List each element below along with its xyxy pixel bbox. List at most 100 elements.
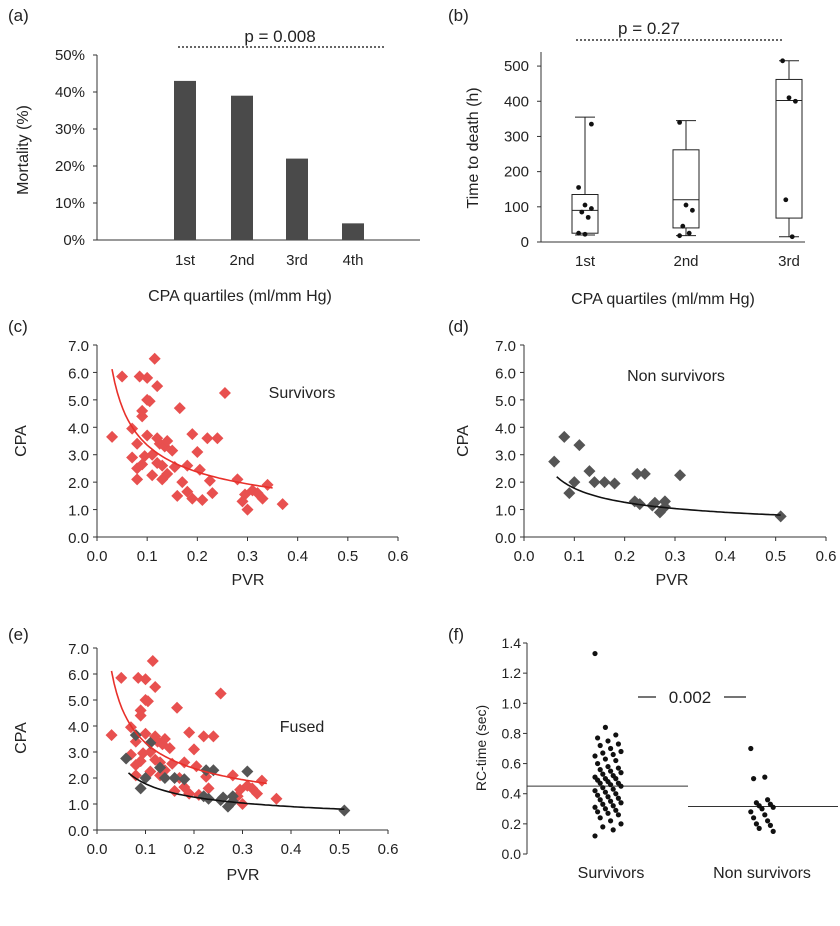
data-point-d bbox=[631, 467, 644, 480]
x-tick-label-a: 4th bbox=[343, 252, 364, 269]
data-point-e-survivor bbox=[200, 770, 213, 783]
data-point-e-survivor bbox=[139, 727, 152, 740]
data-point-f-survivor bbox=[608, 798, 614, 804]
y-tick-label-e: 1.0 bbox=[68, 797, 89, 814]
data-point-e-nonsurvivor bbox=[139, 772, 152, 784]
y-tick-label-e: 5.0 bbox=[68, 693, 89, 710]
y-tick-label-f: 1.4 bbox=[502, 635, 522, 651]
data-point-c bbox=[126, 451, 139, 464]
data-point-f-survivor bbox=[610, 751, 616, 758]
data-point-f-nonsurvivor bbox=[753, 821, 760, 827]
data-point-f-survivor bbox=[618, 800, 624, 806]
data-point-b bbox=[582, 202, 588, 208]
data-point-c bbox=[161, 435, 174, 447]
data-point-f-survivor bbox=[615, 765, 622, 771]
data-point-f-survivor bbox=[618, 770, 624, 776]
x-tick-label-d: 0.6 bbox=[816, 548, 837, 565]
data-point-e-nonsurvivor bbox=[338, 804, 351, 817]
data-point-f-survivor bbox=[608, 782, 614, 788]
data-point-b bbox=[585, 214, 591, 220]
data-point-f-survivor bbox=[605, 810, 611, 816]
data-point-e-nonsurvivor bbox=[134, 782, 147, 795]
data-point-b bbox=[793, 98, 798, 104]
data-point-e-nonsurvivor bbox=[154, 761, 167, 774]
data-point-f-survivor bbox=[608, 768, 614, 774]
trend-line-c bbox=[111, 368, 273, 489]
data-point-f-survivor bbox=[618, 821, 624, 827]
data-point-f-survivor bbox=[615, 795, 622, 801]
x-tick-label-d: 0.5 bbox=[765, 548, 786, 565]
data-point-f-survivor bbox=[597, 767, 603, 773]
y-tick-label-c: 7.0 bbox=[68, 338, 89, 355]
y-tick-label-a: 20% bbox=[55, 158, 85, 175]
data-point-f-nonsurvivor bbox=[748, 745, 754, 752]
x-tick-label-a: 2nd bbox=[229, 252, 254, 269]
data-point-e-survivor bbox=[270, 792, 283, 805]
x-tick-label-c: 0.0 bbox=[87, 548, 108, 565]
data-point-b bbox=[576, 185, 581, 190]
data-point-f-survivor bbox=[608, 745, 614, 752]
x-tick-label-e: 0.3 bbox=[232, 841, 253, 858]
x-tick-label-c: 0.4 bbox=[287, 548, 308, 565]
data-point-c bbox=[181, 459, 194, 472]
data-point-e-survivor bbox=[202, 782, 215, 795]
trend-line-e-nonsurvivor bbox=[127, 772, 345, 810]
data-point-c bbox=[176, 476, 189, 489]
x-axis-title-a: CPA quartiles (ml/mm Hg) bbox=[148, 288, 332, 305]
y-tick-label-f: 0.6 bbox=[502, 756, 522, 772]
y-tick-label-c: 0.0 bbox=[68, 530, 89, 547]
data-point-f-survivor bbox=[610, 786, 616, 792]
data-point-c bbox=[173, 402, 186, 415]
x-axis-title-d: PVR bbox=[656, 572, 689, 589]
y-axis-title-c: CPA bbox=[13, 425, 30, 457]
data-point-f-nonsurvivor bbox=[751, 815, 757, 821]
x-tick-label-c: 0.1 bbox=[137, 548, 158, 565]
data-point-b bbox=[582, 231, 588, 237]
y-tick-label-e: 3.0 bbox=[68, 745, 89, 762]
data-point-f-survivor bbox=[613, 776, 619, 782]
y-axis-title-f: RC-time (sec) bbox=[473, 705, 489, 791]
y-tick-label-b: 400 bbox=[504, 93, 529, 110]
box-b bbox=[571, 194, 599, 234]
data-point-e-survivor bbox=[141, 695, 154, 708]
x-tick-label-d: 0.4 bbox=[715, 548, 736, 565]
data-point-f-survivor bbox=[597, 742, 603, 749]
data-point-e-survivor bbox=[105, 729, 118, 742]
y-tick-label-a: 40% bbox=[55, 84, 85, 101]
data-point-e-survivor bbox=[149, 681, 162, 693]
data-point-c bbox=[141, 371, 154, 384]
x-tick-label-d: 0.3 bbox=[665, 548, 686, 565]
x-category-label-f: Survivors bbox=[578, 865, 645, 882]
data-point-d bbox=[573, 439, 586, 452]
y-tick-label-d: 1.0 bbox=[495, 503, 516, 520]
series-label-e: Fused bbox=[280, 719, 324, 736]
x-tick-label-e: 0.0 bbox=[87, 841, 108, 858]
x-tick-label-c: 0.3 bbox=[237, 548, 258, 565]
y-tick-label-f: 0.2 bbox=[502, 816, 522, 832]
data-point-e-survivor bbox=[236, 798, 249, 810]
box-b bbox=[672, 149, 700, 229]
data-point-c bbox=[186, 428, 199, 441]
data-point-f-nonsurvivor bbox=[765, 797, 771, 803]
data-point-b bbox=[683, 202, 689, 208]
y-tick-label-b: 300 bbox=[504, 128, 529, 145]
data-point-c bbox=[131, 473, 144, 486]
y-tick-label-f: 1.0 bbox=[502, 695, 522, 711]
bar-a bbox=[342, 223, 364, 240]
data-point-b bbox=[680, 223, 686, 229]
data-point-f-survivor bbox=[613, 791, 619, 797]
y-tick-label-e: 0.0 bbox=[68, 823, 89, 840]
data-point-f-survivor bbox=[610, 827, 616, 833]
y-tick-label-c: 4.0 bbox=[68, 420, 89, 437]
data-point-c bbox=[191, 445, 204, 458]
y-tick-label-d: 2.0 bbox=[495, 475, 516, 492]
panel-label-b: (b) bbox=[448, 6, 469, 25]
data-point-d bbox=[558, 430, 571, 443]
data-point-f-survivor bbox=[600, 824, 606, 830]
data-point-e-nonsurvivor bbox=[241, 765, 254, 778]
data-point-b bbox=[780, 58, 785, 64]
box-b bbox=[775, 78, 803, 219]
y-tick-label-b: 200 bbox=[504, 164, 529, 181]
data-point-f-survivor bbox=[613, 757, 619, 764]
